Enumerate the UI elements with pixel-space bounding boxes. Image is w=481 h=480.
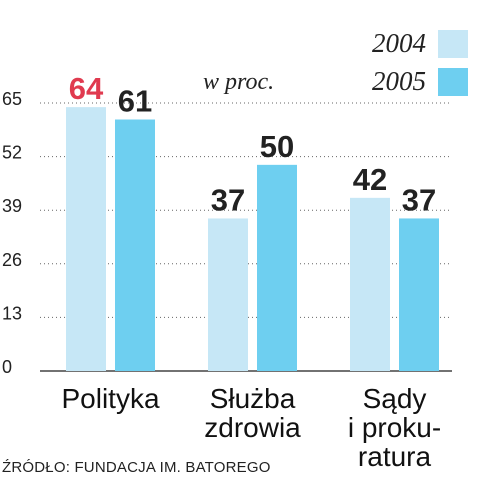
y-tick-label: 65 bbox=[2, 89, 22, 109]
bar bbox=[350, 197, 390, 371]
y-tick-label: 26 bbox=[2, 250, 22, 270]
y-tick-label: 13 bbox=[2, 303, 22, 323]
data-label: 37 bbox=[211, 182, 245, 217]
category-label: Służba bbox=[210, 383, 296, 414]
source-label: ŹRÓDŁO: FUNDACJA IM. BATOREGO bbox=[2, 459, 271, 476]
bars-layer bbox=[66, 107, 439, 371]
category-label: Polityka bbox=[61, 383, 159, 414]
data-label: 42 bbox=[353, 162, 387, 197]
bar bbox=[208, 218, 248, 371]
legend: 2004 2005 bbox=[372, 28, 468, 96]
unit-label: w proc. bbox=[203, 69, 274, 95]
labels-layer: 0 13 26 39 52 65 64 61 Polityka 37 50 Służbazdrowia… bbox=[2, 71, 441, 472]
data-label: 64 bbox=[69, 71, 104, 106]
legend-label: 2004 bbox=[372, 28, 426, 58]
legend-label: 2005 bbox=[372, 66, 426, 96]
category-label: zdrowia bbox=[204, 412, 301, 443]
bar bbox=[115, 119, 155, 371]
category-label: ratura bbox=[358, 441, 432, 472]
bar bbox=[66, 107, 106, 371]
legend-swatch bbox=[438, 30, 468, 58]
legend-swatch bbox=[438, 68, 468, 96]
y-tick-label: 52 bbox=[2, 143, 22, 163]
bar bbox=[257, 164, 297, 371]
data-label: 37 bbox=[402, 182, 436, 217]
bar bbox=[399, 218, 439, 371]
data-label: 50 bbox=[260, 129, 294, 164]
category-label: Sądy bbox=[363, 383, 427, 414]
y-tick-label: 0 bbox=[2, 357, 12, 377]
y-tick-label: 39 bbox=[2, 196, 22, 216]
data-label: 61 bbox=[118, 83, 152, 118]
category-label: i proku- bbox=[348, 412, 441, 443]
